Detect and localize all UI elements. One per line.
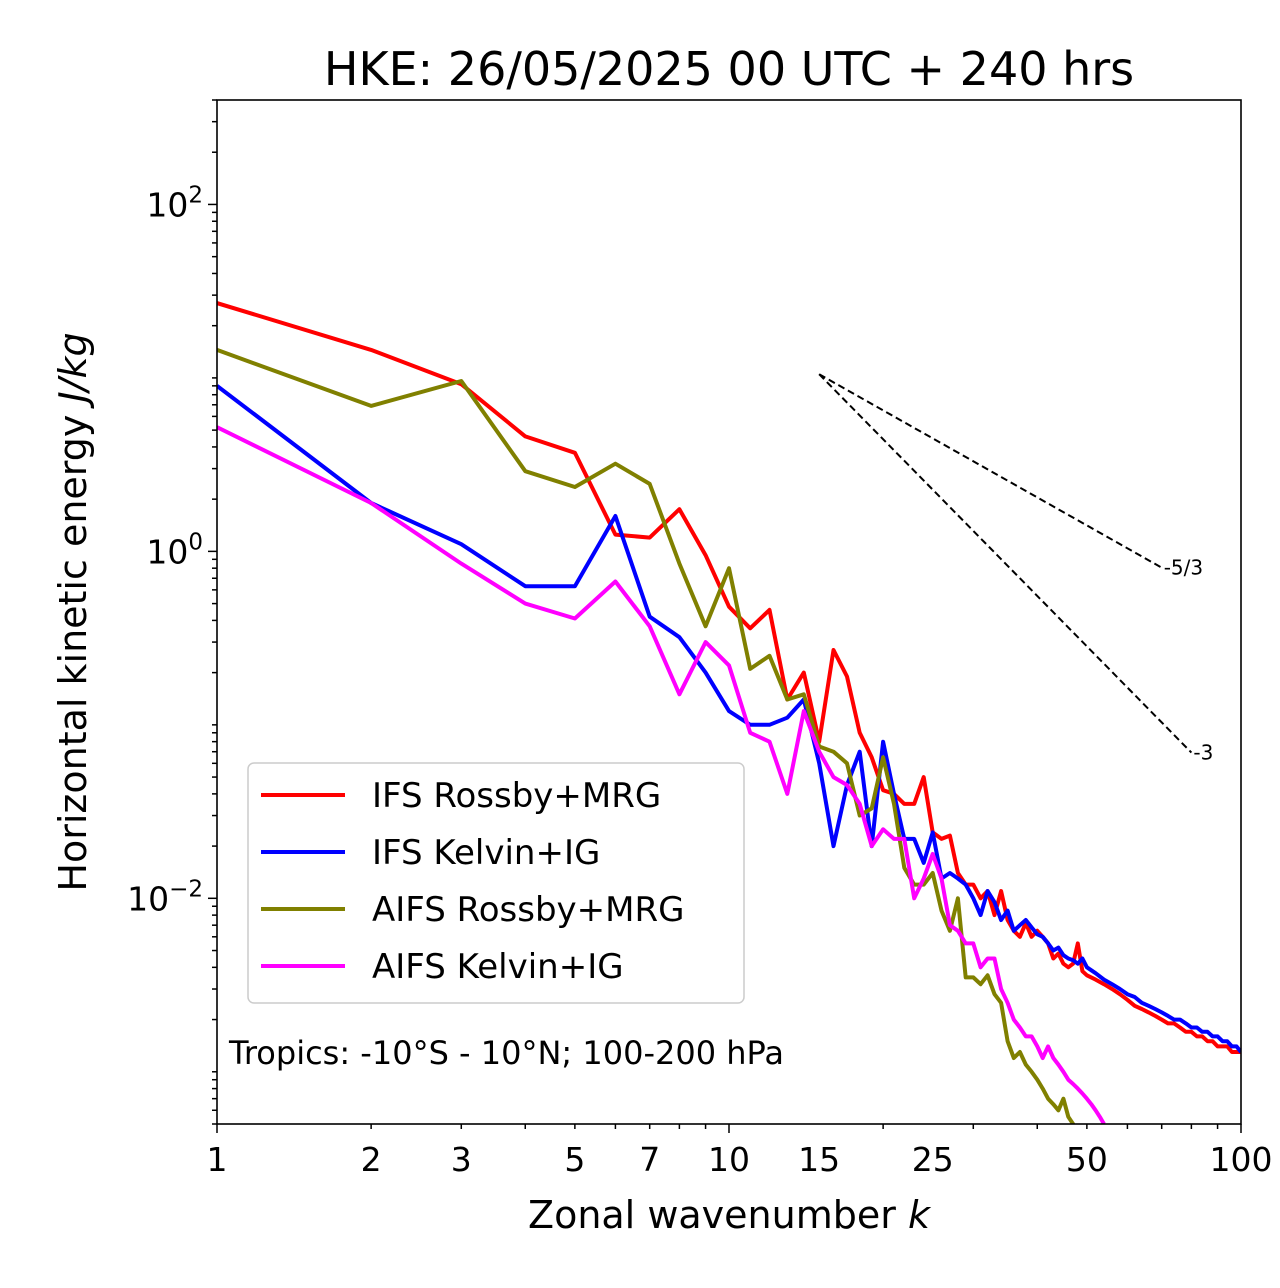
legend: IFS Rossby+MRG IFS Kelvin+IG AIFS Rossby+M… — [247, 762, 745, 1004]
series-lines — [217, 301, 1241, 1124]
reference-slope-lines — [818, 373, 1193, 754]
y-axis-label-unit: J/kg — [51, 332, 95, 409]
x-tick-label: 50 — [1066, 1140, 1108, 1179]
y-axis-label: Horizontal kinetic energy J/kg — [51, 332, 95, 891]
x-tick-label: 10 — [708, 1140, 750, 1179]
reference-line-label-1: -5/3 — [1164, 556, 1203, 580]
x-axis-ticks: 1 2 3 5 7 10 15 25 50 100 — [207, 1124, 1273, 1179]
x-tick-label: 15 — [798, 1140, 840, 1179]
legend-label-3: AIFS Rossby+MRG — [372, 890, 684, 930]
legend-label-1: IFS Rossby+MRG — [372, 776, 661, 816]
legend-label-2: IFS Kelvin+IG — [372, 833, 600, 873]
x-tick-label: 1 — [207, 1140, 228, 1179]
x-tick-label: 5 — [564, 1140, 585, 1179]
series-line-3 — [217, 348, 1076, 1124]
reference-line-1 — [818, 373, 1163, 569]
y-axis-label-text: Horizontal kinetic energy — [51, 415, 95, 892]
y-tick-label: 100 — [146, 529, 203, 571]
x-tick-label: 2 — [361, 1140, 382, 1179]
x-axis-label-text: Zonal wavenumber — [528, 1193, 896, 1237]
x-tick-label: 3 — [451, 1140, 472, 1179]
y-tick-label: 10−2 — [127, 876, 203, 918]
chart-title: HKE: 26/05/2025 00 UTC + 240 hrs — [324, 42, 1134, 96]
x-axis-label-var: k — [908, 1193, 932, 1237]
x-tick-label: 25 — [912, 1140, 954, 1179]
legend-label-4: AIFS Kelvin+IG — [372, 947, 624, 987]
y-axis-ticks: 10−2 100 102 — [127, 99, 217, 1125]
series-line-4 — [217, 425, 1106, 1124]
x-axis-label: Zonal wavenumber k — [528, 1193, 932, 1237]
y-tick-label: 102 — [146, 182, 203, 224]
legend-box — [247, 762, 745, 1004]
x-tick-label: 100 — [1210, 1140, 1273, 1179]
reference-line-2 — [818, 373, 1193, 754]
region-annotation: Tropics: -10°S - 10°N; 100-200 hPa — [228, 1034, 784, 1072]
series-line-2 — [217, 384, 1241, 1054]
x-tick-label: 7 — [639, 1140, 660, 1179]
reference-line-label-2: -3 — [1193, 741, 1213, 765]
